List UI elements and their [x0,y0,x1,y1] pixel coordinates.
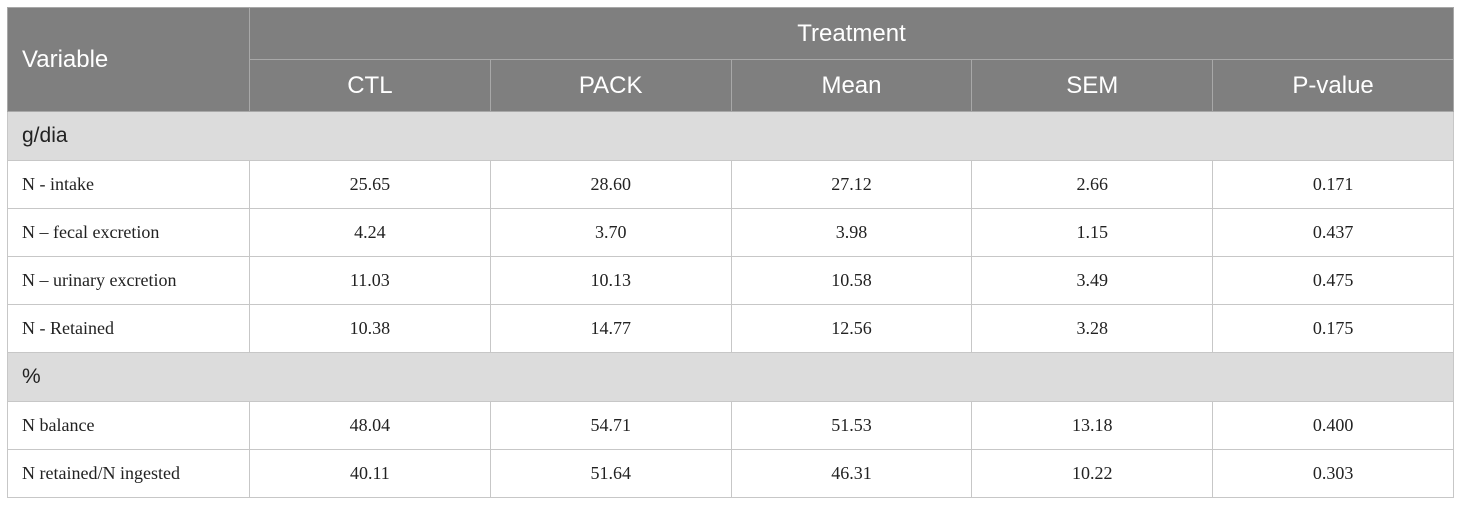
column-header-mean: Mean [730,59,973,112]
row-label: N – fecal excretion [7,208,250,257]
row-label: N - intake [7,160,250,209]
table-row: N – fecal excretion 4.24 3.70 3.98 1.15 … [7,208,1455,257]
table-row: N balance 48.04 54.71 51.53 13.18 0.400 [7,401,1455,450]
cell-p-value: 0.400 [1212,401,1455,450]
section-title: % [6,352,1455,402]
cell-p-value: 0.437 [1212,208,1455,257]
table-body: g/dia N - intake 25.65 28.60 27.12 2.66 … [6,111,1455,498]
nitrogen-balance-table: Variable Treatment CTL PACK Mean SEM P-v… [6,7,1455,498]
cell-pack: 28.60 [489,160,732,209]
cell-pack: 10.13 [489,256,732,305]
cell-mean: 3.98 [730,208,973,257]
cell-p-value: 0.175 [1212,304,1455,353]
cell-sem: 1.15 [971,208,1214,257]
cell-ctl: 10.38 [249,304,491,353]
cell-ctl: 11.03 [249,256,491,305]
row-label: N – urinary excretion [7,256,250,305]
cell-sem: 2.66 [971,160,1214,209]
cell-pack: 14.77 [489,304,732,353]
column-header-ctl: CTL [249,59,491,112]
treatment-header: Treatment [248,7,1455,60]
column-header-p-value: P-value [1212,59,1455,112]
header-row-2: CTL PACK Mean SEM P-value [8,59,1455,112]
table-row: N - Retained 10.38 14.77 12.56 3.28 0.17… [7,304,1455,353]
cell-pack: 51.64 [489,449,732,498]
column-header-pack: PACK [489,59,732,112]
row-label: N retained/N ingested [7,449,250,498]
cell-p-value: 0.171 [1212,160,1455,209]
cell-p-value: 0.303 [1212,449,1455,498]
cell-pack: 3.70 [489,208,732,257]
table-row: N - intake 25.65 28.60 27.12 2.66 0.171 [7,160,1455,209]
table-header: Variable Treatment CTL PACK Mean SEM P-v… [7,7,1455,112]
cell-sem: 3.28 [971,304,1214,353]
column-header-sem: SEM [971,59,1214,112]
variable-header: Variable [7,7,250,112]
header-row-1: Variable Treatment [7,7,1455,112]
cell-mean: 12.56 [730,304,973,353]
section-row-g-dia: g/dia [6,111,1455,161]
row-label: N balance [7,401,250,450]
cell-mean: 51.53 [730,401,973,450]
cell-ctl: 25.65 [249,160,491,209]
table-row: N – urinary excretion 11.03 10.13 10.58 … [7,256,1455,305]
cell-mean: 10.58 [730,256,973,305]
section-title: g/dia [6,111,1455,161]
cell-ctl: 40.11 [249,449,491,498]
row-label: N - Retained [7,304,250,353]
cell-mean: 27.12 [730,160,973,209]
cell-mean: 46.31 [730,449,973,498]
cell-p-value: 0.475 [1212,256,1455,305]
cell-pack: 54.71 [489,401,732,450]
section-row-percent: % [6,352,1455,402]
table-row: N retained/N ingested 40.11 51.64 46.31 … [7,449,1455,498]
cell-ctl: 48.04 [249,401,491,450]
cell-sem: 10.22 [971,449,1214,498]
cell-ctl: 4.24 [249,208,491,257]
cell-sem: 13.18 [971,401,1214,450]
cell-sem: 3.49 [971,256,1214,305]
